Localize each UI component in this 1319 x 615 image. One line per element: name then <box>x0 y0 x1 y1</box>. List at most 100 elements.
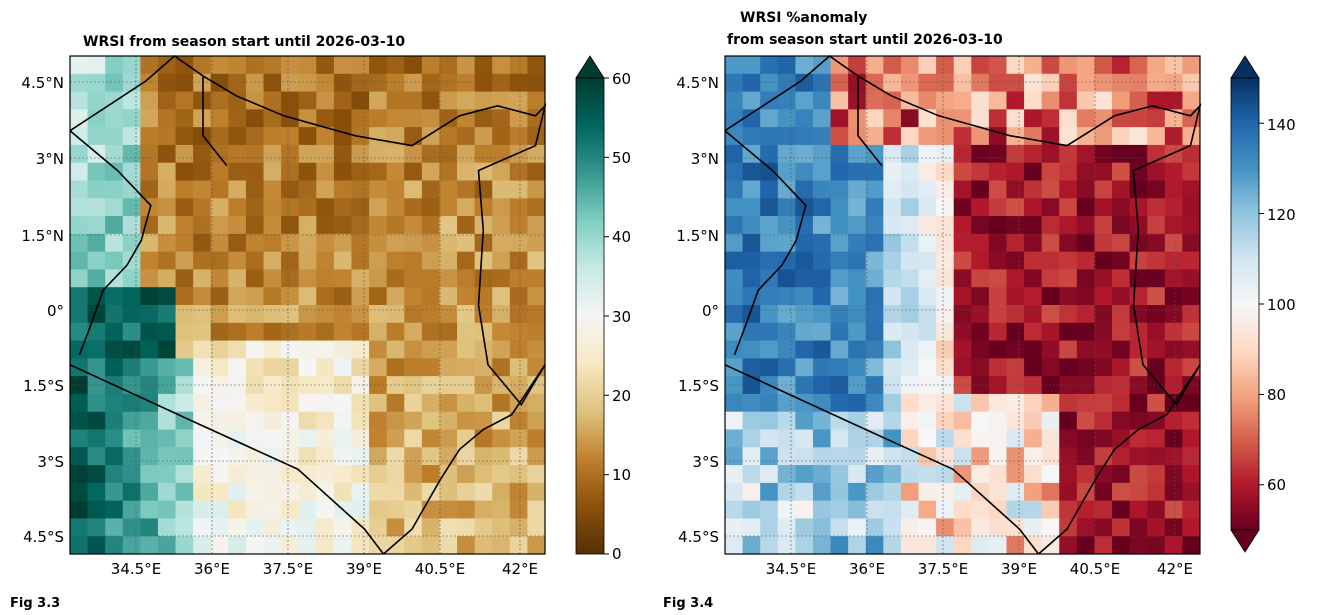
raster-cell <box>474 91 493 110</box>
raster-cell <box>918 429 937 448</box>
raster-cell <box>988 340 1007 359</box>
raster-cell <box>1024 287 1043 306</box>
raster-cell <box>777 465 796 484</box>
raster-cell <box>1041 518 1060 537</box>
raster-cell <box>263 447 282 466</box>
raster-cell <box>1006 162 1025 181</box>
raster-cell <box>157 287 176 306</box>
raster-cell <box>953 216 972 235</box>
raster-cell <box>883 251 902 270</box>
raster-cell <box>971 305 990 324</box>
raster-cell <box>936 393 955 413</box>
raster-cell <box>263 518 282 537</box>
raster-cell <box>830 447 849 466</box>
raster-cell <box>795 500 814 519</box>
raster-cell <box>157 305 176 324</box>
raster-cell <box>865 109 884 128</box>
raster-cell <box>918 198 937 217</box>
raster-cell <box>1094 287 1113 306</box>
raster-cell <box>70 109 88 128</box>
wrsi-anomaly-colorbar-bar <box>1230 77 1260 531</box>
raster-cell <box>900 500 919 519</box>
lon-label: 39°E <box>1001 560 1037 578</box>
raster-cell <box>812 144 831 164</box>
raster-cell <box>193 358 212 377</box>
raster-cell <box>883 216 902 235</box>
raster-cell <box>795 340 814 359</box>
raster-cell <box>1076 233 1095 253</box>
country-border-line <box>69 130 152 356</box>
raster-cell <box>369 216 388 235</box>
raster-cell <box>228 447 247 466</box>
raster-cell <box>865 233 884 253</box>
raster-cell <box>70 411 88 430</box>
raster-cell <box>87 305 106 324</box>
raster-cell <box>193 447 212 466</box>
raster-cell <box>492 216 511 235</box>
raster-cell <box>971 393 990 413</box>
raster-cell <box>474 73 493 92</box>
raster-cell <box>351 216 370 235</box>
raster-cell <box>760 393 779 413</box>
raster-cell <box>1024 393 1043 413</box>
raster-cell <box>1059 393 1078 413</box>
raster-cell <box>865 127 884 146</box>
raster-cell <box>812 500 831 519</box>
raster-cell <box>971 536 990 555</box>
raster-cell <box>760 109 779 128</box>
raster-cell <box>527 233 546 253</box>
raster-cell <box>105 251 124 270</box>
raster-cell <box>777 536 796 555</box>
raster-cell <box>351 287 370 306</box>
raster-cell <box>1164 536 1183 555</box>
raster-cell <box>263 269 282 288</box>
raster-cell <box>369 91 388 110</box>
raster-cell <box>351 269 370 288</box>
raster-cell <box>527 287 546 306</box>
raster-cell <box>509 180 528 199</box>
raster-cell <box>1094 482 1113 502</box>
raster-cell <box>830 162 849 181</box>
raster-cell <box>228 180 247 199</box>
raster-cell <box>918 411 937 430</box>
country-border-line <box>1037 364 1201 555</box>
raster-cell <box>404 322 423 341</box>
raster-cell <box>725 144 743 164</box>
raster-cell <box>316 340 335 359</box>
raster-cell <box>936 322 955 341</box>
raster-cell <box>228 109 247 128</box>
raster-cell <box>492 358 511 377</box>
raster-cell <box>1059 358 1078 377</box>
raster-cell <box>351 447 370 466</box>
raster-cell <box>936 216 955 235</box>
raster-cell <box>1164 198 1183 217</box>
raster-cell <box>140 287 159 306</box>
raster-cell <box>1164 322 1183 341</box>
raster-cell <box>87 518 106 537</box>
raster-cell <box>105 305 124 324</box>
raster-cell <box>105 482 124 502</box>
raster-cell <box>742 482 761 502</box>
raster-cell <box>157 180 176 199</box>
raster-cell <box>1129 180 1148 199</box>
raster-cell <box>70 233 88 253</box>
raster-cell <box>492 251 511 270</box>
raster-cell <box>421 340 440 359</box>
raster-cell <box>971 251 990 270</box>
raster-cell <box>1147 482 1166 502</box>
raster-cell <box>1076 109 1095 128</box>
raster-cell <box>1041 198 1060 217</box>
raster-cell <box>760 465 779 484</box>
raster-cell <box>527 465 546 484</box>
raster-cell <box>316 109 335 128</box>
raster-cell <box>210 500 229 519</box>
raster-cell <box>1059 91 1078 110</box>
raster-cell <box>1094 127 1113 146</box>
raster-cell <box>492 56 511 75</box>
raster-cell <box>140 73 159 92</box>
colorbar-tick-label: 30 <box>612 308 631 326</box>
raster-cell <box>210 429 229 448</box>
raster-cell <box>509 429 528 448</box>
raster-cell <box>1182 198 1201 217</box>
lon-label: 36°E <box>849 560 885 578</box>
